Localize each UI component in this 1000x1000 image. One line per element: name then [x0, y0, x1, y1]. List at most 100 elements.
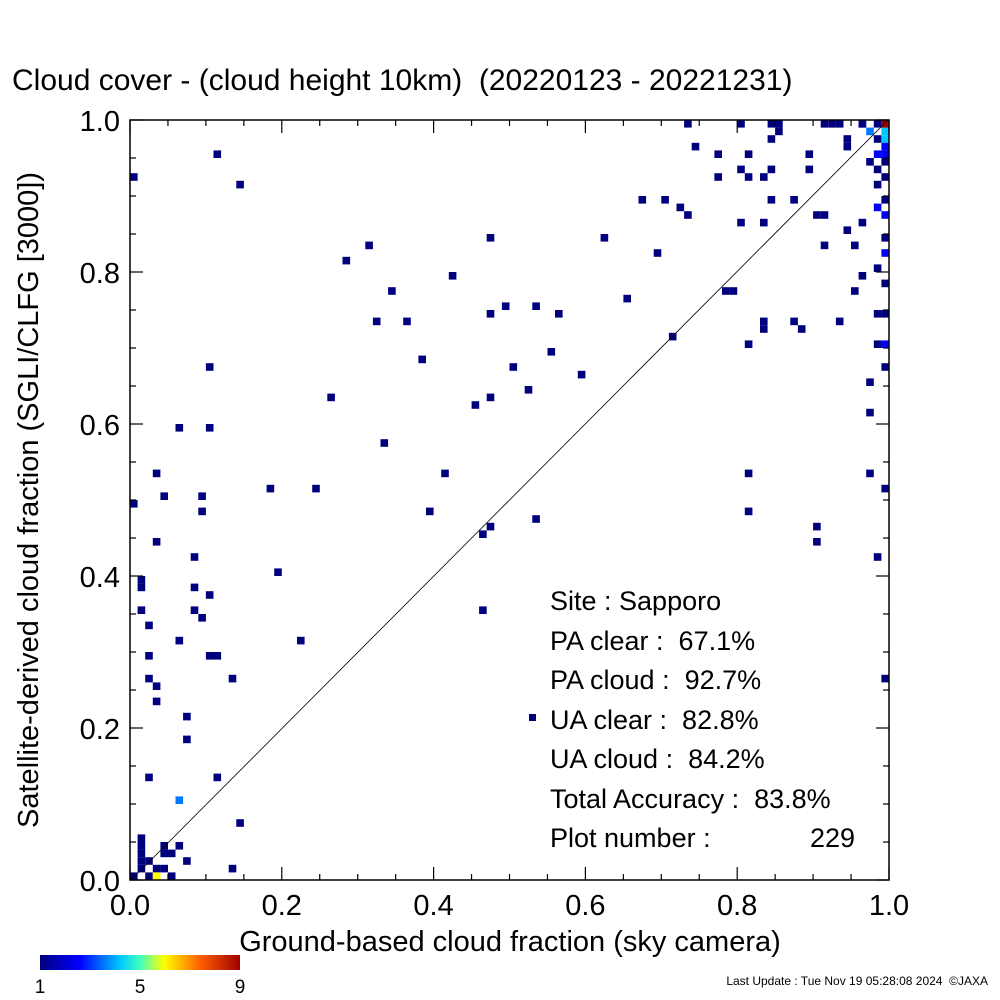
data-point-25 [205, 363, 214, 371]
data-point-83 [744, 150, 753, 158]
data-point-121 [866, 127, 874, 136]
data-point-48 [426, 507, 434, 516]
data-point-130 [873, 180, 882, 189]
data-point-110 [835, 120, 844, 128]
data-point-87 [744, 507, 753, 516]
data-point-167 [167, 872, 176, 880]
data-point-163 [160, 842, 168, 850]
data-point-120 [858, 272, 867, 280]
stats-plot-number-label: Plot number : [550, 823, 711, 853]
data-point-58 [501, 302, 510, 310]
data-point-89 [760, 218, 768, 227]
data-point-133 [873, 310, 882, 318]
data-point-15 [175, 636, 184, 645]
data-point-86 [744, 469, 753, 478]
data-point-147 [881, 279, 889, 288]
data-point-160 [145, 872, 153, 880]
x-tick-label-4: 0.8 [717, 890, 757, 922]
data-point-51 [471, 401, 480, 409]
data-point-161 [152, 864, 161, 873]
y-tick-label-1: 0.2 [80, 714, 120, 746]
data-point-46 [403, 317, 411, 326]
data-point-106 [820, 120, 829, 128]
data-point-112 [843, 135, 852, 143]
data-point-61 [532, 302, 540, 310]
data-point-82 [737, 218, 745, 227]
x-tick-label-1: 0.2 [262, 890, 302, 922]
data-point-88 [760, 173, 768, 181]
data-point-37 [274, 568, 282, 576]
data-point-39 [312, 484, 320, 493]
data-point-38 [297, 636, 305, 645]
data-point-131 [873, 203, 882, 212]
data-point-100 [797, 325, 806, 333]
y-tick-label-2: 0.4 [80, 562, 120, 594]
x-tick-label-2: 0.4 [413, 890, 453, 922]
data-point-6 [145, 652, 153, 660]
data-point-97 [775, 127, 783, 136]
data-point-68 [638, 196, 647, 204]
data-point-54 [486, 234, 495, 242]
data-point-40 [327, 393, 335, 402]
data-point-122 [866, 158, 874, 166]
data-point-8 [152, 682, 161, 690]
data-point-29 [213, 652, 222, 660]
last-update-footer: Last Update : Tue Nov 19 05:28:08 2024 ©… [726, 974, 988, 988]
data-point-103 [813, 211, 821, 219]
data-point-77 [714, 173, 722, 181]
data-point-127 [873, 135, 882, 143]
data-point-63 [547, 348, 556, 356]
data-point-149 [881, 340, 889, 348]
data-point-119 [858, 218, 867, 227]
data-point-55 [486, 310, 495, 318]
data-point-34 [236, 819, 244, 827]
data-point-109 [828, 120, 836, 128]
data-point-47 [418, 355, 426, 364]
data-point-65 [577, 370, 586, 379]
data-point-21 [190, 606, 199, 614]
data-point-31 [213, 773, 222, 782]
data-point-162 [152, 872, 161, 880]
data-point-49 [441, 469, 449, 478]
data-point-35 [228, 864, 237, 873]
data-point-116 [851, 287, 859, 295]
x-tick-label-5: 1.0 [869, 890, 909, 922]
data-point-53 [479, 606, 487, 614]
data-point-166 [160, 864, 168, 873]
data-point-148 [881, 310, 889, 318]
data-point-155 [137, 842, 146, 850]
data-point-129 [873, 165, 882, 174]
y-tick-label-4: 0.8 [80, 258, 120, 290]
x-tick-label-0: 0.0 [110, 890, 150, 922]
data-point-36 [266, 484, 275, 493]
data-point-43 [372, 317, 381, 326]
x-axis-label: Ground-based cloud fraction (sky camera) [239, 926, 781, 958]
y-tick-label-0: 0.0 [80, 866, 120, 898]
data-point-50 [448, 272, 457, 280]
data-point-126 [873, 120, 882, 128]
data-point-123 [866, 378, 874, 386]
data-point-142 [881, 173, 889, 181]
data-point-159 [145, 857, 153, 865]
data-point-60 [524, 386, 533, 394]
data-point-138 [881, 135, 889, 143]
data-point-64 [555, 310, 563, 318]
data-point-94 [767, 165, 776, 174]
data-point-165 [167, 849, 176, 858]
data-point-135 [873, 553, 882, 561]
data-point-52 [479, 530, 487, 538]
x-tick-labels: 0.0 0.2 0.4 0.6 0.8 1.0 [110, 890, 909, 922]
data-point-41 [342, 256, 351, 265]
data-point-0 [130, 173, 138, 181]
data-point-96 [775, 120, 783, 128]
data-point-137 [881, 127, 889, 136]
stats-site: Site : Sapporo [550, 586, 721, 616]
data-point-92 [767, 120, 776, 128]
colorbar-tick-min: 1 [35, 977, 46, 998]
data-point-98 [790, 196, 798, 204]
identity-diagonal [130, 119, 889, 881]
data-point-9 [152, 697, 161, 706]
y-axis-label: Satellite-derived cloud fraction (SGLI/C… [13, 172, 45, 828]
data-point-139 [881, 142, 889, 151]
data-point-62 [532, 515, 540, 523]
